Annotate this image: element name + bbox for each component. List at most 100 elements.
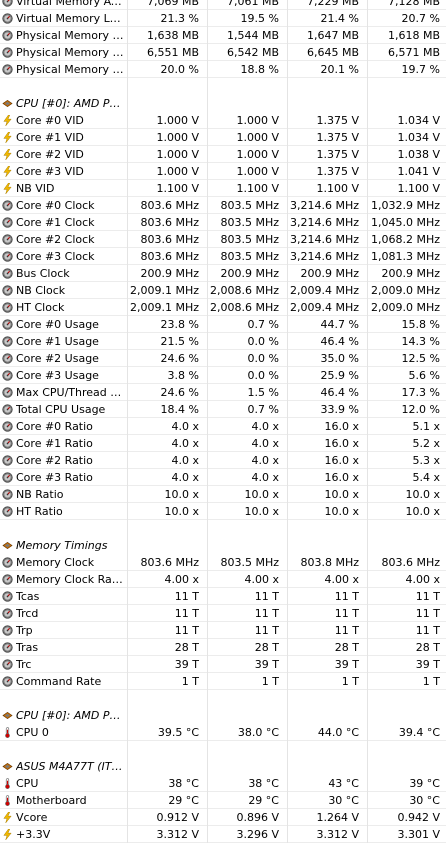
sensor-row[interactable]: Core #3 Usage 3.8 % 0.0 % 25.9 % 5.6 % <box>0 367 446 384</box>
sensor-row[interactable]: Tcas 11 T 11 T 11 T 11 T <box>0 588 446 605</box>
sensor-name: Virtual Memory Avai... <box>16 0 124 8</box>
empty-cell <box>287 690 367 707</box>
sensor-name: HT Clock <box>16 301 65 314</box>
sensor-group-header[interactable]: ASUS M4A77T (ITE I... <box>0 758 446 775</box>
sensor-row[interactable]: Core #2 Usage 24.6 % 0.0 % 35.0 % 12.5 % <box>0 350 446 367</box>
sensor-row[interactable]: Core #3 Clock 803.6 MHz 803.5 MHz 3,214.6 M… <box>0 248 446 265</box>
max-value: 46.4 % <box>287 333 367 350</box>
sensor-row[interactable]: Core #2 Ratio 4.0 x 4.0 x 16.0 x 5.3 x <box>0 452 446 469</box>
current-value: 1.000 V <box>127 129 207 146</box>
average-value: 39.4 °C <box>367 724 446 741</box>
sensor-row[interactable]: Physical Memory Av... 6,551 MB 6,542 MB 6,6… <box>0 44 446 61</box>
current-value: 21.3 % <box>127 10 207 27</box>
sensor-group-header[interactable]: CPU [#0]: AMD Phen... <box>0 707 446 724</box>
sensor-row[interactable]: Core #0 Ratio 4.0 x 4.0 x 16.0 x 5.1 x <box>0 418 446 435</box>
sensor-name: Physical Memory Load <box>16 63 124 76</box>
sensor-row[interactable]: Trp 11 T 11 T 11 T 11 T <box>0 622 446 639</box>
empty-cell <box>287 707 367 724</box>
average-value: 10.0 x <box>367 503 446 520</box>
empty-cell <box>127 741 207 758</box>
sensor-row[interactable]: HT Clock 2,009.1 MHz 2,008.6 MHz 2,009.4 MH… <box>0 299 446 316</box>
current-value: 2,009.1 MHz <box>127 282 207 299</box>
empty-cell <box>127 758 207 775</box>
min-value: 803.5 MHz <box>207 197 287 214</box>
sensor-row[interactable]: NB Ratio 10.0 x 10.0 x 10.0 x 10.0 x <box>0 486 446 503</box>
sensor-row[interactable]: Core #2 VID 1.000 V 1.000 V 1.375 V 1.038 V <box>0 146 446 163</box>
sensor-row[interactable]: NB Clock 2,009.1 MHz 2,008.6 MHz 2,009.4 MH… <box>0 282 446 299</box>
sensor-row[interactable]: Core #3 VID 1.000 V 1.000 V 1.375 V 1.041 V <box>0 163 446 180</box>
sensor-name: Core #1 Ratio <box>16 437 93 450</box>
current-value: 803.6 MHz <box>127 231 207 248</box>
sensor-name: Vcore <box>16 811 48 824</box>
empty-cell <box>207 537 287 554</box>
current-value: 18.4 % <box>127 401 207 418</box>
sensor-row[interactable]: Virtual Memory Avai...7,069 MB7,061 MB7,… <box>0 0 446 10</box>
sensor-row[interactable]: Virtual Memory Load 21.3 % 19.5 % 21.4 % 20.… <box>0 10 446 27</box>
sensor-row[interactable]: Core #0 Usage 23.8 % 0.7 % 44.7 % 15.8 % <box>0 316 446 333</box>
sensor-row[interactable]: HT Ratio 10.0 x 10.0 x 10.0 x 10.0 x <box>0 503 446 520</box>
sensor-name: Max CPU/Thread U... <box>16 386 124 399</box>
sensor-group-header[interactable]: CPU [#0]: AMD Phen... <box>0 95 446 112</box>
empty-cell <box>367 537 446 554</box>
sensor-row[interactable]: Max CPU/Thread U... 24.6 % 1.5 % 46.4 % 17.3… <box>0 384 446 401</box>
current-value: 11 T <box>127 605 207 622</box>
sensor-row[interactable]: Physical Memory Used1,638 MB1,544 MB1,64… <box>0 27 446 44</box>
sensor-row[interactable]: CPU 0 39.5 °C 38.0 °C 44.0 °C 39.4 °C <box>0 724 446 741</box>
max-value: 6,645 MB <box>287 44 367 61</box>
sensor-row[interactable]: Bus Clock 200.9 MHz 200.9 MHz 200.9 MHz 200.… <box>0 265 446 282</box>
average-value: 5.2 x <box>367 435 446 452</box>
min-value: 200.9 MHz <box>207 265 287 282</box>
group-spacer <box>0 690 446 707</box>
average-value: 11 T <box>367 622 446 639</box>
sensor-row[interactable]: Core #2 Clock 803.6 MHz 803.5 MHz 3,214.6 M… <box>0 231 446 248</box>
current-value: 4.0 x <box>127 469 207 486</box>
sensor-row[interactable]: Trc 39 T 39 T 39 T 39 T <box>0 656 446 673</box>
sensor-name: Total CPU Usage <box>16 403 106 416</box>
max-value: 3,214.6 MHz <box>287 248 367 265</box>
sensor-row[interactable]: Core #1 Clock 803.6 MHz 803.5 MHz 3,214.6 M… <box>0 214 446 231</box>
sensor-row[interactable]: Memory Clock Ratio 4.00 x 4.00 x 4.00 x 4.00… <box>0 571 446 588</box>
sensor-row[interactable]: Motherboard 29 °C 29 °C 30 °C 30 °C <box>0 792 446 809</box>
current-value: 4.00 x <box>127 571 207 588</box>
sensor-row[interactable]: Core #0 VID 1.000 V 1.000 V 1.375 V 1.034 V <box>0 112 446 129</box>
empty-cell <box>287 78 367 95</box>
sensor-name: Tcas <box>16 590 40 603</box>
sensor-row[interactable]: Trcd 11 T 11 T 11 T 11 T <box>0 605 446 622</box>
current-value: 4.0 x <box>127 452 207 469</box>
sensor-row[interactable]: Tras 28 T 28 T 28 T 28 T <box>0 639 446 656</box>
sensor-group-header[interactable]: Memory Timings <box>0 537 446 554</box>
average-value: 200.9 MHz <box>367 265 446 282</box>
sensor-row[interactable]: CPU 38 °C 38 °C 43 °C 39 °C <box>0 775 446 792</box>
min-value: 10.0 x <box>207 486 287 503</box>
average-value: 5.6 % <box>367 367 446 384</box>
sensor-row[interactable]: Total CPU Usage 18.4 % 0.7 % 33.9 % 12.0 % <box>0 401 446 418</box>
sensor-row[interactable]: Core #3 Ratio 4.0 x 4.0 x 16.0 x 5.4 x <box>0 469 446 486</box>
average-value: 0.942 V <box>367 809 446 826</box>
sensor-row[interactable]: Core #1 Usage 21.5 % 0.0 % 46.4 % 14.3 % <box>0 333 446 350</box>
empty-cell <box>127 707 207 724</box>
sensor-row[interactable]: Core #1 VID 1.000 V 1.000 V 1.375 V 1.034 V <box>0 129 446 146</box>
sensor-name: Virtual Memory Load <box>16 12 124 25</box>
max-value: 3,214.6 MHz <box>287 197 367 214</box>
min-value: 39 T <box>207 656 287 673</box>
max-value: 44.0 °C <box>287 724 367 741</box>
sensor-row[interactable]: Core #0 Clock 803.6 MHz 803.5 MHz 3,214.6 M… <box>0 197 446 214</box>
empty-cell <box>207 741 287 758</box>
sensor-name: Core #1 Clock <box>16 216 95 229</box>
empty-cell <box>367 758 446 775</box>
current-value: 28 T <box>127 639 207 656</box>
min-value: 1.000 V <box>207 129 287 146</box>
sensor-row[interactable]: Memory Clock 803.6 MHz 803.5 MHz 803.8 MHz 8… <box>0 554 446 571</box>
max-value: 16.0 x <box>287 418 367 435</box>
sensor-row[interactable]: Core #1 Ratio 4.0 x 4.0 x 16.0 x 5.2 x <box>0 435 446 452</box>
sensor-name: Core #2 Usage <box>16 352 99 365</box>
sensor-row[interactable]: NB VID 1.100 V 1.100 V 1.100 V 1.100 V <box>0 180 446 197</box>
sensor-row[interactable]: Physical Memory Load20.0 %18.8 %20.1 %19… <box>0 61 446 78</box>
group-spacer <box>0 741 446 758</box>
sensor-row[interactable]: +3.3V 3.312 V 3.296 V 3.312 V 3.301 V <box>0 826 446 843</box>
average-value: 5.1 x <box>367 418 446 435</box>
sensor-name: Core #0 VID <box>16 114 84 127</box>
min-value: 1.000 V <box>207 163 287 180</box>
sensor-row[interactable]: Vcore 0.912 V 0.896 V 1.264 V 0.942 V <box>0 809 446 826</box>
